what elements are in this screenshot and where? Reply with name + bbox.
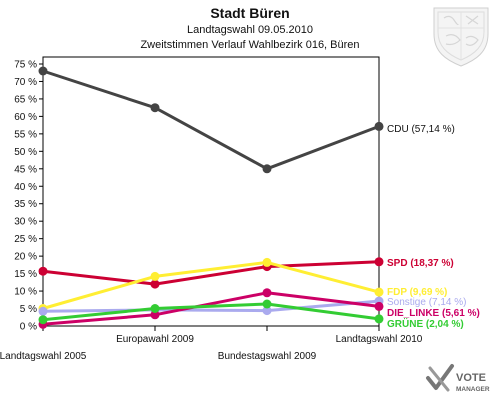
y-tick-label: 45 % bbox=[14, 164, 37, 175]
data-point bbox=[374, 121, 384, 131]
series-line-die-linke bbox=[41, 291, 381, 326]
series-line-gr-ne bbox=[41, 302, 381, 322]
series-end-label: DIE_LINKE (5,61 %) bbox=[387, 308, 480, 319]
x-tick-label: Bundestagswahl 2009 bbox=[218, 351, 317, 362]
data-point bbox=[150, 304, 160, 313]
x-axis: Landtagswahl 2005 Europawahl 2009 Bundesta… bbox=[0, 326, 423, 362]
data-point bbox=[38, 315, 48, 325]
y-tick-label: 30 % bbox=[14, 217, 37, 228]
coat-of-arms-icon bbox=[433, 7, 489, 67]
data-point bbox=[262, 299, 272, 309]
y-tick-label: 15 % bbox=[14, 269, 37, 280]
y-tick-label: 20 % bbox=[14, 252, 37, 263]
y-axis: 0 % 5 % 10 % 15 % 20 % 25 % 30 % 35 % 40 % 45 % 50… bbox=[14, 59, 43, 333]
y-tick-label: 0 % bbox=[20, 322, 37, 333]
data-point bbox=[38, 66, 48, 76]
y-tick-label: 65 % bbox=[14, 94, 37, 105]
series-line-sonstige bbox=[41, 299, 381, 313]
series-end-labels: CDU (57,14 %) SPD (18,37 %) FDP (9,69 %)So… bbox=[387, 124, 480, 330]
checkmark-icon bbox=[426, 364, 454, 392]
data-point bbox=[262, 306, 272, 316]
y-tick-label: 5 % bbox=[20, 304, 37, 315]
series-line-fdp bbox=[41, 260, 381, 310]
data-point bbox=[38, 306, 48, 316]
chart-title: Stadt Büren bbox=[210, 5, 289, 21]
chart-subtitle: Landtagswahl 09.05.2010 bbox=[187, 24, 313, 36]
data-point bbox=[262, 288, 272, 298]
series-line-cdu bbox=[41, 69, 381, 171]
brand-line-2: MANAGER bbox=[456, 386, 490, 393]
y-tick-label: 25 % bbox=[14, 234, 37, 245]
series-lines bbox=[38, 66, 384, 329]
y-tick-label: 10 % bbox=[14, 287, 37, 298]
y-tick-label: 70 % bbox=[14, 77, 37, 88]
y-tick-label: 75 % bbox=[14, 59, 37, 70]
data-point bbox=[150, 310, 160, 320]
series-end-label: GRÜNE (2,04 %) bbox=[387, 317, 464, 330]
data-point bbox=[150, 279, 160, 289]
series-end-label: CDU (57,14 %) bbox=[387, 124, 455, 135]
data-point bbox=[262, 257, 272, 267]
brand-line-1: VOTE bbox=[456, 372, 486, 384]
series-end-label: Sonstige (7,14 %) bbox=[387, 297, 467, 308]
chart-subtitle-2: Zweitstimmen Verlauf Wahlbezirk 016, Bür… bbox=[140, 39, 359, 51]
data-point bbox=[374, 257, 384, 267]
votemanager-logo: VOTE MANAGER bbox=[426, 364, 490, 393]
plot-area bbox=[42, 56, 380, 327]
data-point bbox=[262, 164, 272, 174]
x-tick-label: Landtagswahl 2005 bbox=[0, 351, 87, 362]
y-tick-label: 55 % bbox=[14, 129, 37, 140]
data-point bbox=[150, 271, 160, 281]
data-point bbox=[374, 301, 384, 311]
y-tick-label: 50 % bbox=[14, 147, 37, 158]
data-point bbox=[38, 266, 48, 276]
data-point bbox=[374, 314, 384, 324]
data-point bbox=[150, 103, 160, 113]
y-tick-label: 35 % bbox=[14, 199, 37, 210]
y-tick-label: 40 % bbox=[14, 182, 37, 193]
x-tick-label: Europawahl 2009 bbox=[116, 334, 194, 345]
series-end-label: FDP (9,69 %) bbox=[387, 287, 447, 298]
series-line-spd bbox=[41, 260, 381, 286]
y-tick-label: 60 % bbox=[14, 112, 37, 123]
x-tick-label: Landtagswahl 2010 bbox=[336, 334, 423, 345]
data-point bbox=[374, 287, 384, 297]
series-end-label: SPD (18,37 %) bbox=[387, 258, 454, 269]
